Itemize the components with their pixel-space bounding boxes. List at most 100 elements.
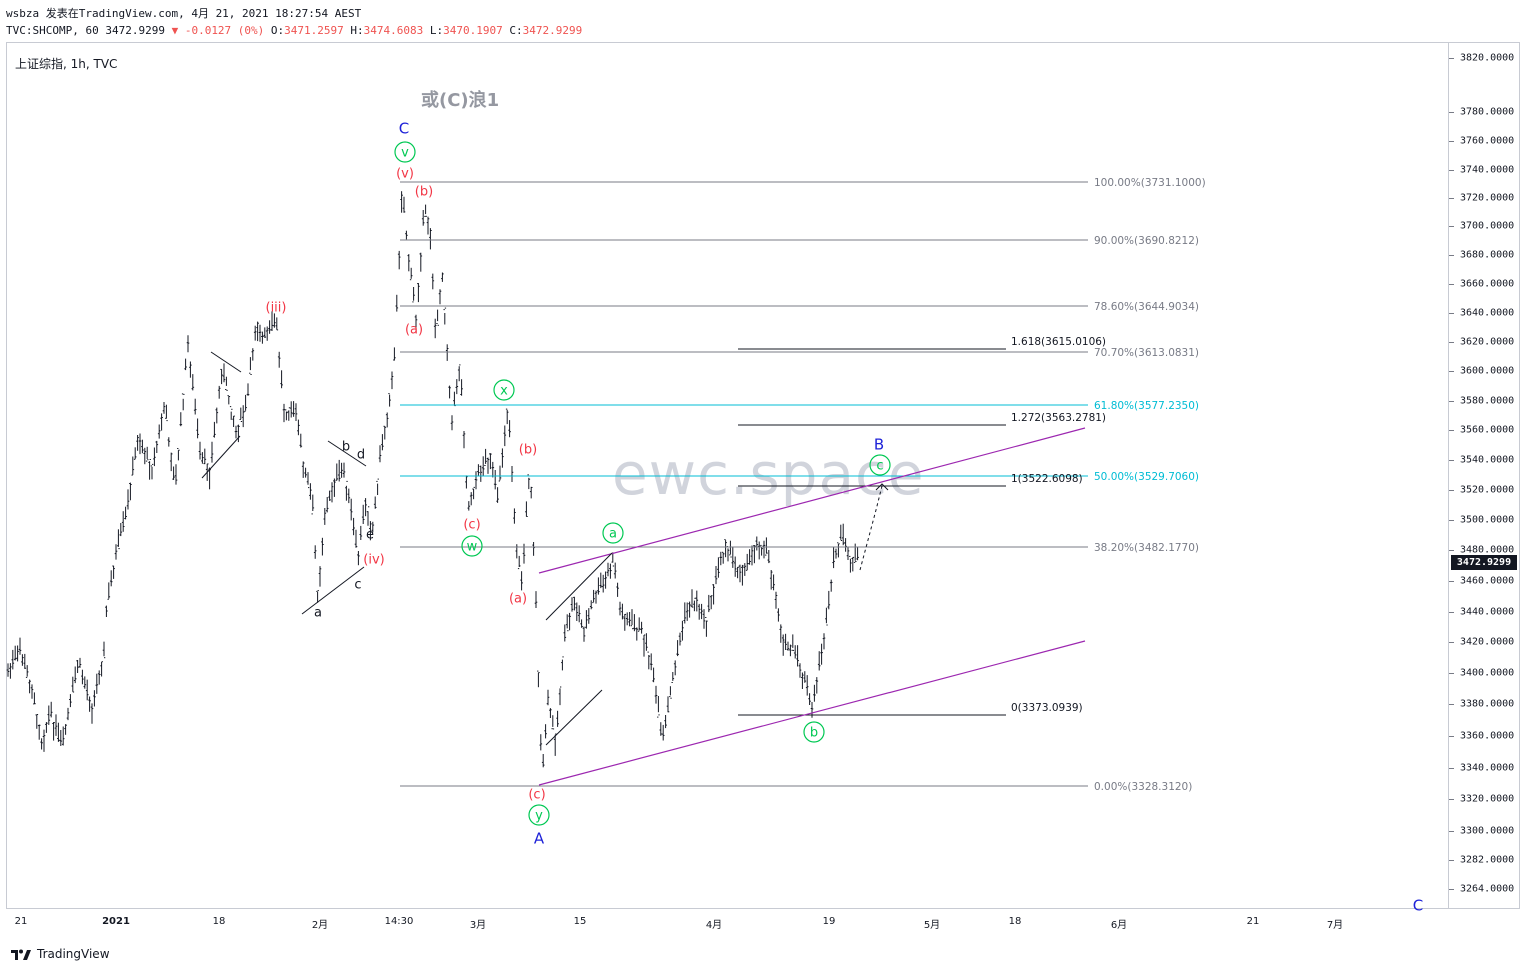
wave-label: (c) xyxy=(528,788,545,803)
price-tick-label: 3360.0000 xyxy=(1460,730,1515,742)
time-tick-label: 18 xyxy=(1008,916,1022,927)
price-tick-mark xyxy=(1449,550,1454,551)
wave-label: v xyxy=(401,146,409,161)
extension-label: 1.618(3615.0106) xyxy=(1011,336,1106,348)
publish-info: wsbza 发表在TradingView.com, 4月 21, 2021 18… xyxy=(6,7,362,20)
wave-label: (c) xyxy=(463,518,480,533)
price-tick-mark xyxy=(1449,860,1454,861)
chart-note: 或(C)浪1 xyxy=(421,90,500,111)
close-label: C: xyxy=(502,24,523,37)
price-tick-mark xyxy=(1449,58,1454,59)
projection-path xyxy=(859,485,883,571)
price-tick-mark xyxy=(1449,141,1454,142)
channel-lower xyxy=(538,640,1086,786)
wave-label: b xyxy=(810,726,818,741)
price-tick-label: 3640.0000 xyxy=(1460,307,1515,319)
price-tick-label: 3300.0000 xyxy=(1460,825,1515,837)
wave-circle xyxy=(602,522,624,544)
high-value: 3474.6083 xyxy=(363,24,424,37)
fib-level-label: 61.80%(3577.2350) xyxy=(1094,400,1199,412)
symbol-label[interactable]: 上证综指, 1h, TVC xyxy=(15,57,118,71)
wave-label: c xyxy=(876,459,883,474)
wave-label: (iii) xyxy=(266,301,287,316)
time-tick-label: 6月 xyxy=(1110,920,1128,931)
price-tick-label: 3282.0000 xyxy=(1460,854,1515,866)
wave-label: c xyxy=(354,578,361,593)
time-tick-label: 14:30 xyxy=(384,916,414,927)
price-tick-mark xyxy=(1449,889,1454,890)
price-tick-label: 3700.0000 xyxy=(1460,220,1515,232)
price-tick-mark xyxy=(1449,255,1454,256)
watermark: ewc.space xyxy=(612,440,925,508)
time-tick-label: 7月 xyxy=(1326,920,1344,931)
price-tick-label: 3480.0000 xyxy=(1460,544,1515,556)
price-tick-label: 3680.0000 xyxy=(1460,249,1515,261)
wave-label: (b) xyxy=(519,443,537,458)
price-tick-mark xyxy=(1449,284,1454,285)
price-tick-mark xyxy=(1449,490,1454,491)
low-label: L: xyxy=(423,24,444,37)
price-tick-mark xyxy=(1449,313,1454,314)
trendline xyxy=(545,689,603,746)
last-price-tag: 3472.9299 xyxy=(1451,555,1517,570)
price-tick-label: 3620.0000 xyxy=(1460,336,1515,348)
extension-label: 0(3373.0939) xyxy=(1011,702,1083,714)
price-tick-label: 3440.0000 xyxy=(1460,606,1515,618)
price-tick-mark xyxy=(1449,198,1454,199)
footer-brand[interactable]: TradingView xyxy=(10,944,110,964)
price-tick-mark xyxy=(1449,581,1454,582)
wave-circle xyxy=(803,721,825,743)
price-tick-label: 3660.0000 xyxy=(1460,278,1515,290)
wave-label: A xyxy=(534,830,545,848)
wave-label: d xyxy=(357,448,365,463)
price-tick-label: 3380.0000 xyxy=(1460,698,1515,710)
wave-label: a xyxy=(314,606,322,621)
wave-circle xyxy=(394,141,416,163)
price-change: ▼ -0.0127 (0%) xyxy=(171,24,265,37)
footer-text: TradingView xyxy=(37,947,110,961)
low-value: 3470.1907 xyxy=(443,24,503,37)
close-value: 3472.9299 xyxy=(522,24,583,37)
price-tick-mark xyxy=(1449,673,1454,674)
time-tick-label: 18 xyxy=(212,916,226,927)
open-value: 3471.2597 xyxy=(284,24,344,37)
price-tick-mark xyxy=(1449,704,1454,705)
high-label: H: xyxy=(343,24,364,37)
price-tick-mark xyxy=(1449,736,1454,737)
trendline xyxy=(301,566,365,615)
wave-label: (v) xyxy=(396,167,414,182)
trendline xyxy=(545,552,613,621)
wave-circle xyxy=(528,804,550,826)
price-tick-label: 3320.0000 xyxy=(1460,793,1515,805)
extension-label: 1.272(3563.2781) xyxy=(1011,412,1106,424)
price-tick-label: 3820.0000 xyxy=(1460,52,1515,64)
price-tick-label: 3580.0000 xyxy=(1460,395,1515,407)
price-tick-mark xyxy=(1449,371,1454,372)
price-tick-label: 3340.0000 xyxy=(1460,762,1515,774)
time-tick-label: 5月 xyxy=(923,920,941,931)
channel-upper xyxy=(538,427,1086,574)
wave-label: (a) xyxy=(405,323,423,338)
wave-label: w xyxy=(467,540,478,555)
time-tick-label: 19 xyxy=(822,916,836,927)
fib-level-label: 38.20%(3482.1770) xyxy=(1094,542,1199,554)
wave-label: (iv) xyxy=(363,553,384,568)
price-tick-mark xyxy=(1449,170,1454,171)
time-tick-label: 2月 xyxy=(311,920,329,931)
price-tick-label: 3264.0000 xyxy=(1460,883,1515,895)
price-tick-label: 3780.0000 xyxy=(1460,106,1515,118)
price-tick-mark xyxy=(1449,342,1454,343)
price-tick-label: 3500.0000 xyxy=(1460,514,1515,526)
wave-label: y xyxy=(535,809,543,824)
wave-label: a xyxy=(609,527,617,542)
price-tick-mark xyxy=(1449,112,1454,113)
price-tick-label: 3460.0000 xyxy=(1460,575,1515,587)
wave-label: e xyxy=(366,528,374,543)
wave-label: C xyxy=(399,120,409,138)
ohlc-line: TVC:SHCOMP, 60 3472.9299 ▼ -0.0127 (0%) … xyxy=(6,24,582,38)
price-tick-mark xyxy=(1449,831,1454,832)
fib-level-label: 100.00%(3731.1000) xyxy=(1094,177,1206,189)
wave-circle xyxy=(461,535,483,557)
time-tick-label: 2021 xyxy=(102,916,130,927)
